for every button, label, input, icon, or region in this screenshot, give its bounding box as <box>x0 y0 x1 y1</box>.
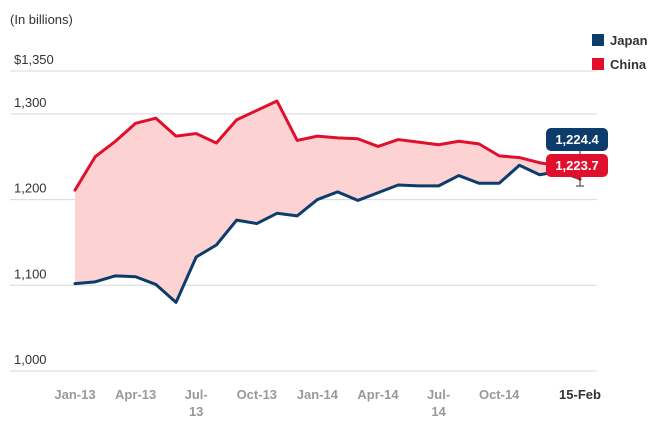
x-tick-label: Apr-13 <box>115 387 156 402</box>
y-tick-label: 1,200 <box>14 181 47 196</box>
x-tick-label: Jul- <box>427 387 450 402</box>
value-callout-japan <box>546 128 608 151</box>
x-tick-label: Jul- <box>185 387 208 402</box>
x-tick-label: 14 <box>431 404 446 419</box>
y-tick-label: 1,000 <box>14 352 47 367</box>
unit-note: (In billions) <box>10 12 73 27</box>
x-tick-label: Apr-14 <box>357 387 399 402</box>
series-line-china <box>73 99 582 192</box>
y-tick-label: 1,100 <box>14 266 47 281</box>
x-tick-label: 15-Feb <box>559 387 601 402</box>
legend-label-japan: Japan <box>610 33 648 48</box>
x-tick-label: Oct-14 <box>479 387 520 402</box>
value-callout-china <box>546 154 608 177</box>
y-tick-label: $1,350 <box>14 52 54 67</box>
series-line-japan <box>73 163 582 304</box>
gap-area <box>75 101 580 303</box>
x-tick-label: Jan-14 <box>297 387 339 402</box>
legend-label-china: China <box>610 57 647 72</box>
x-tick-label: Jan-13 <box>54 387 95 402</box>
legend-swatch-china <box>592 58 604 70</box>
value-callout-label-japan: 1,224.4 <box>555 132 599 147</box>
value-callout-label-china: 1,223.7 <box>555 158 598 173</box>
x-tick-label: Oct-13 <box>237 387 277 402</box>
legend-swatch-japan <box>592 34 604 46</box>
x-tick-label: 13 <box>189 404 203 419</box>
y-tick-label: 1,300 <box>14 95 47 110</box>
